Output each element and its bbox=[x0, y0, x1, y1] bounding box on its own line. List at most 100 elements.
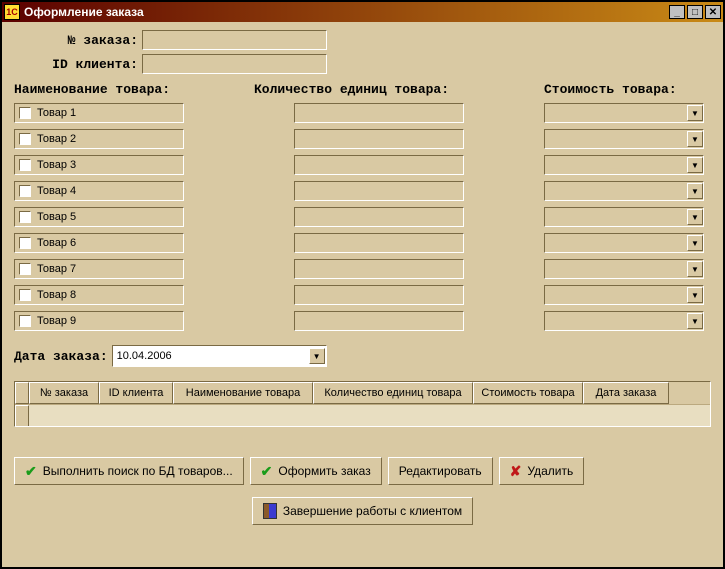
grid-col-date[interactable]: Дата заказа bbox=[583, 382, 669, 404]
product-checkbox-wrap[interactable]: Товар 8 bbox=[14, 285, 184, 305]
qty-input[interactable] bbox=[294, 181, 464, 201]
cost-dropdown-button[interactable]: ▼ bbox=[687, 313, 703, 329]
finish-button[interactable]: Завершение работы с клиентом bbox=[252, 497, 473, 525]
delete-label: Удалить bbox=[527, 464, 573, 478]
cost-combo[interactable]: ▼ bbox=[544, 207, 704, 227]
door-exit-icon bbox=[263, 503, 277, 519]
cost-combo[interactable]: ▼ bbox=[544, 129, 704, 149]
order-no-input[interactable] bbox=[142, 30, 327, 50]
product-checkbox[interactable] bbox=[19, 133, 31, 145]
product-row: Товар 3 ▼ bbox=[14, 155, 711, 175]
product-checkbox[interactable] bbox=[19, 315, 31, 327]
qty-input[interactable] bbox=[294, 259, 464, 279]
client-area: № заказа: ID клиента: Наименование товар… bbox=[2, 22, 723, 567]
product-label: Товар 9 bbox=[37, 315, 76, 327]
grid-col-cost[interactable]: Стоимость товара bbox=[473, 382, 583, 404]
window-title: Оформление заказа bbox=[24, 5, 667, 19]
product-checkbox[interactable] bbox=[19, 289, 31, 301]
bottom-bar: Завершение работы с клиентом bbox=[14, 497, 711, 525]
product-checkbox-wrap[interactable]: Товар 7 bbox=[14, 259, 184, 279]
col-header-qty: Количество единиц товара: bbox=[254, 82, 544, 97]
cost-combo[interactable]: ▼ bbox=[544, 155, 704, 175]
title-bar: 1C Оформление заказа _ □ ✕ bbox=[2, 2, 723, 22]
cost-combo[interactable]: ▼ bbox=[544, 103, 704, 123]
grid-col-product[interactable]: Наименование товара bbox=[173, 382, 313, 404]
product-rows: Товар 1 ▼ Товар 2 ▼ Товар 3 ▼ Товар 4 ▼ Товар 5 ▼… bbox=[14, 103, 711, 331]
product-label: Товар 8 bbox=[37, 289, 76, 301]
product-row: Товар 9 ▼ bbox=[14, 311, 711, 331]
grid-body bbox=[15, 404, 710, 426]
search-db-button[interactable]: ✔ Выполнить поиск по БД товаров... bbox=[14, 457, 244, 485]
edit-button[interactable]: Редактировать bbox=[388, 457, 493, 485]
close-button[interactable]: ✕ bbox=[705, 5, 721, 19]
cost-combo[interactable]: ▼ bbox=[544, 233, 704, 253]
app-icon: 1C bbox=[4, 4, 20, 20]
product-label: Товар 3 bbox=[37, 159, 76, 171]
product-row: Товар 6 ▼ bbox=[14, 233, 711, 253]
grid-header: № заказа ID клиента Наименование товара … bbox=[15, 382, 710, 404]
order-date-combo[interactable]: 10.04.2006 ▼ bbox=[112, 345, 327, 367]
order-no-label: № заказа: bbox=[14, 33, 142, 48]
client-id-label: ID клиента: bbox=[14, 57, 142, 72]
finish-label: Завершение работы с клиентом bbox=[283, 504, 462, 518]
qty-input[interactable] bbox=[294, 311, 464, 331]
cost-combo[interactable]: ▼ bbox=[544, 285, 704, 305]
product-checkbox[interactable] bbox=[19, 107, 31, 119]
product-label: Товар 5 bbox=[37, 211, 76, 223]
qty-input[interactable] bbox=[294, 233, 464, 253]
product-checkbox[interactable] bbox=[19, 237, 31, 249]
qty-input[interactable] bbox=[294, 155, 464, 175]
grid-col-qty[interactable]: Количество единиц товара bbox=[313, 382, 473, 404]
product-row: Товар 2 ▼ bbox=[14, 129, 711, 149]
cost-dropdown-button[interactable]: ▼ bbox=[687, 261, 703, 277]
product-checkbox[interactable] bbox=[19, 211, 31, 223]
cost-dropdown-button[interactable]: ▼ bbox=[687, 287, 703, 303]
check-icon: ✔ bbox=[261, 463, 273, 480]
cost-dropdown-button[interactable]: ▼ bbox=[687, 209, 703, 225]
qty-input[interactable] bbox=[294, 103, 464, 123]
product-checkbox[interactable] bbox=[19, 159, 31, 171]
minimize-button[interactable]: _ bbox=[669, 5, 685, 19]
qty-input[interactable] bbox=[294, 207, 464, 227]
order-date-dropdown-button[interactable]: ▼ bbox=[309, 348, 325, 364]
product-label: Товар 6 bbox=[37, 237, 76, 249]
cost-combo[interactable]: ▼ bbox=[544, 259, 704, 279]
client-id-input[interactable] bbox=[142, 54, 327, 74]
cost-dropdown-button[interactable]: ▼ bbox=[687, 183, 703, 199]
product-checkbox-wrap[interactable]: Товар 3 bbox=[14, 155, 184, 175]
grid-col-orderno[interactable]: № заказа bbox=[29, 382, 99, 404]
qty-input[interactable] bbox=[294, 285, 464, 305]
cost-combo[interactable]: ▼ bbox=[544, 311, 704, 331]
delete-button[interactable]: ✘ Удалить bbox=[499, 457, 585, 485]
grid-col-clientid[interactable]: ID клиента bbox=[99, 382, 173, 404]
maximize-button[interactable]: □ bbox=[687, 5, 703, 19]
product-row: Товар 8 ▼ bbox=[14, 285, 711, 305]
order-date-value: 10.04.2006 bbox=[117, 350, 172, 362]
col-header-cost: Стоимость товара: bbox=[544, 82, 711, 97]
product-row: Товар 4 ▼ bbox=[14, 181, 711, 201]
product-row: Товар 7 ▼ bbox=[14, 259, 711, 279]
qty-input[interactable] bbox=[294, 129, 464, 149]
product-checkbox-wrap[interactable]: Товар 6 bbox=[14, 233, 184, 253]
cost-dropdown-button[interactable]: ▼ bbox=[687, 131, 703, 147]
submit-order-button[interactable]: ✔ Оформить заказ bbox=[250, 457, 382, 485]
check-icon: ✔ bbox=[25, 463, 37, 480]
product-checkbox[interactable] bbox=[19, 263, 31, 275]
product-checkbox-wrap[interactable]: Товар 1 bbox=[14, 103, 184, 123]
grid-row-selector[interactable] bbox=[15, 405, 29, 426]
product-checkbox[interactable] bbox=[19, 185, 31, 197]
button-bar: ✔ Выполнить поиск по БД товаров... ✔ Офо… bbox=[14, 457, 711, 485]
product-row: Товар 1 ▼ bbox=[14, 103, 711, 123]
cost-dropdown-button[interactable]: ▼ bbox=[687, 157, 703, 173]
cost-dropdown-button[interactable]: ▼ bbox=[687, 235, 703, 251]
cost-combo[interactable]: ▼ bbox=[544, 181, 704, 201]
cost-dropdown-button[interactable]: ▼ bbox=[687, 105, 703, 121]
product-checkbox-wrap[interactable]: Товар 9 bbox=[14, 311, 184, 331]
product-checkbox-wrap[interactable]: Товар 2 bbox=[14, 129, 184, 149]
product-checkbox-wrap[interactable]: Товар 5 bbox=[14, 207, 184, 227]
product-label: Товар 7 bbox=[37, 263, 76, 275]
col-header-product: Наименование товара: bbox=[14, 82, 254, 97]
search-db-label: Выполнить поиск по БД товаров... bbox=[43, 464, 233, 478]
product-label: Товар 2 bbox=[37, 133, 76, 145]
product-checkbox-wrap[interactable]: Товар 4 bbox=[14, 181, 184, 201]
